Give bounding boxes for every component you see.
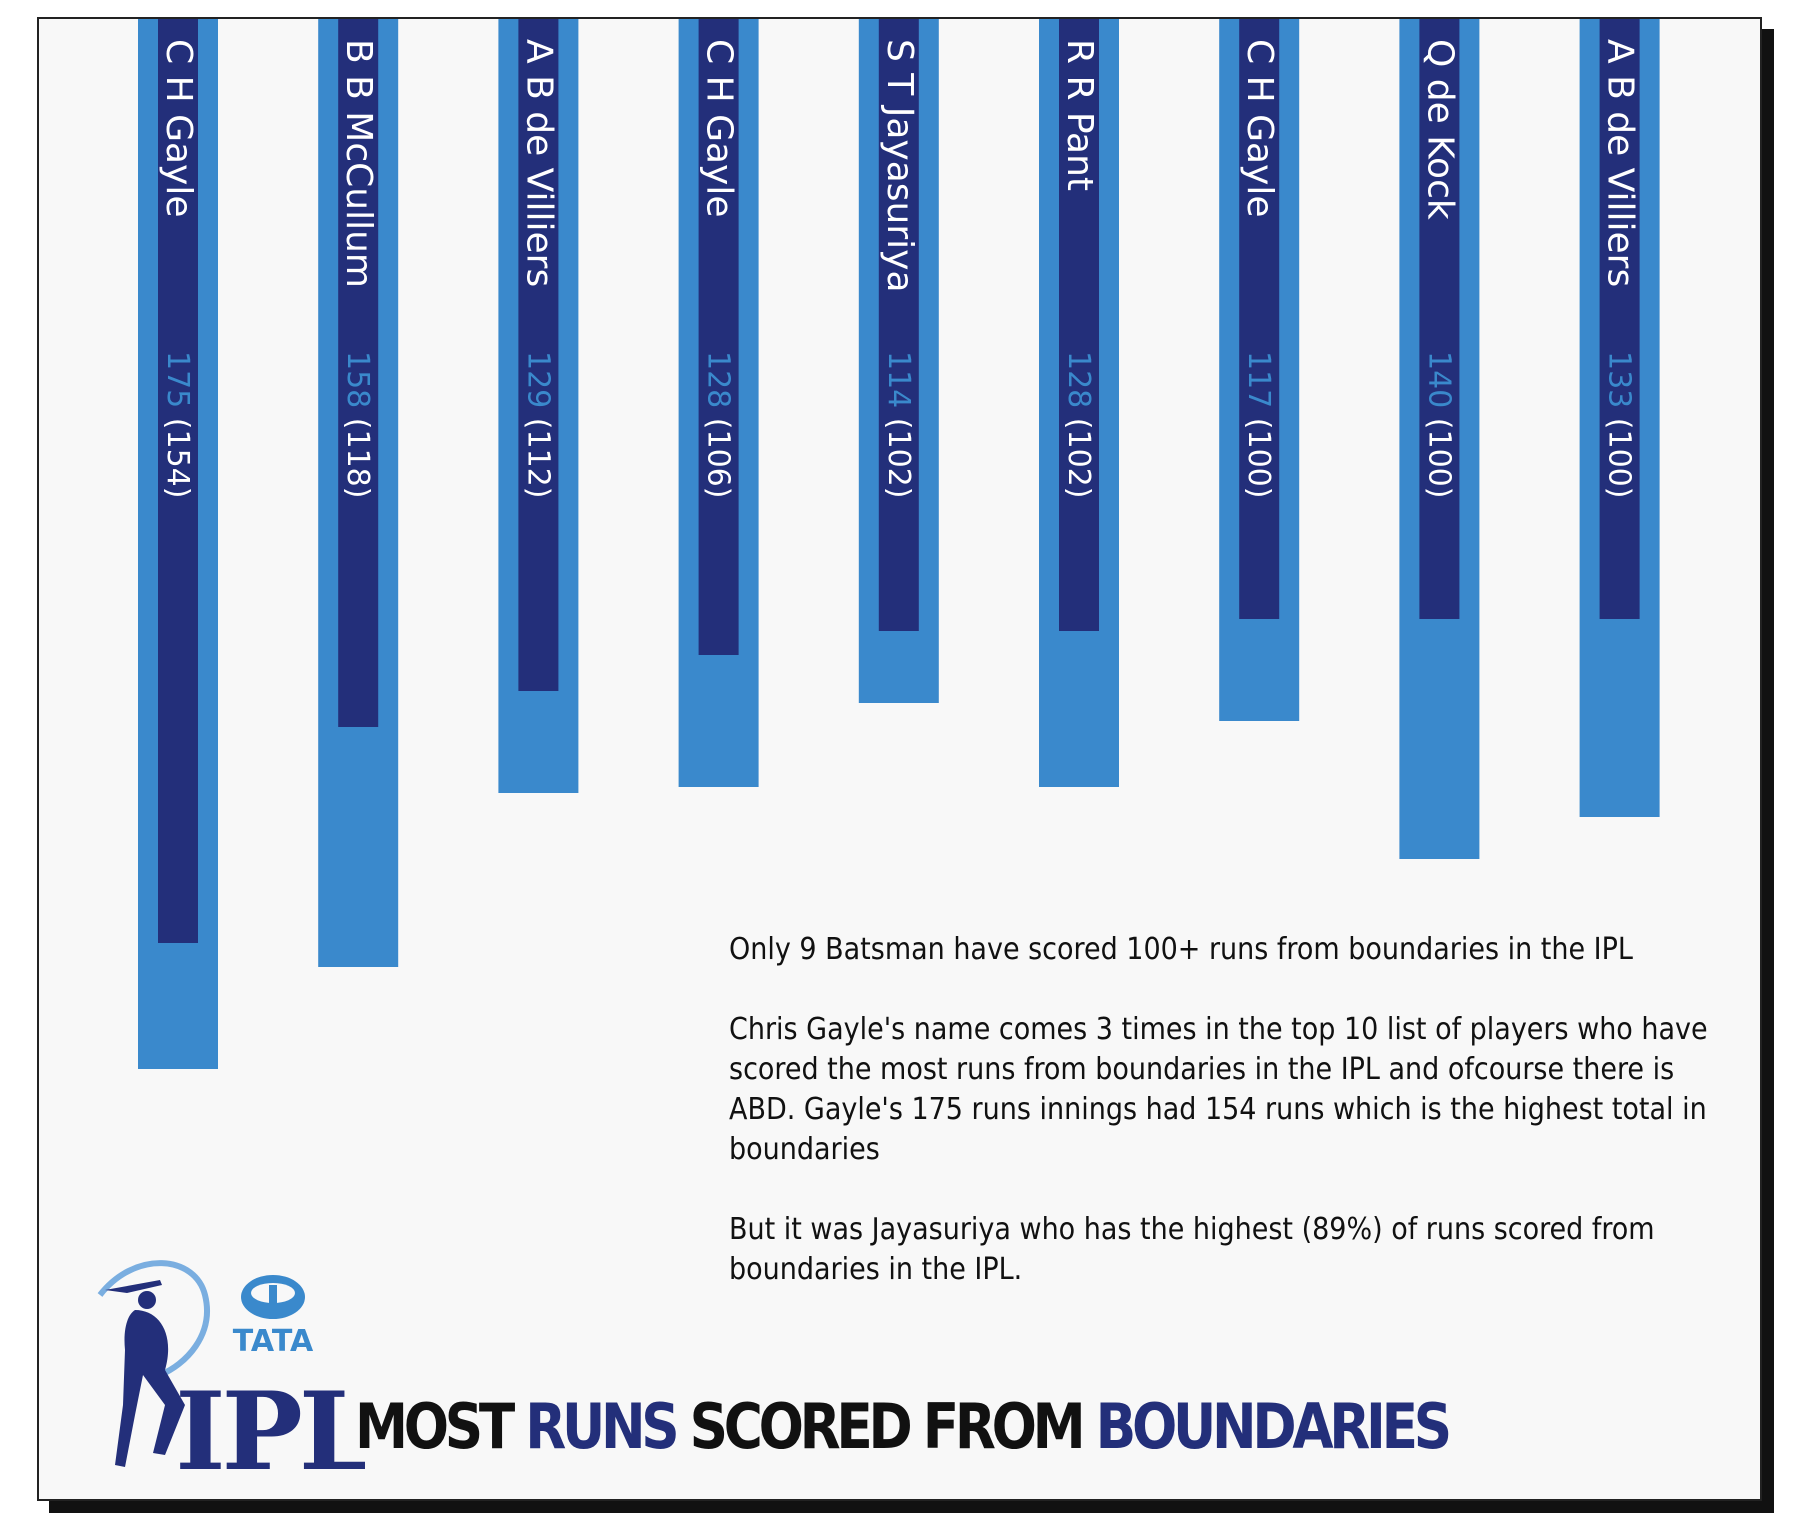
value-label: 175 (154)	[160, 351, 195, 498]
value-label: 128 (102)	[1061, 351, 1096, 498]
value-label-runs: 140	[1421, 351, 1456, 408]
bar-boundary-runs	[698, 19, 739, 655]
value-label-boundary: (100)	[1421, 408, 1456, 498]
tata-ipl-logo: TATA IPL	[97, 1260, 365, 1475]
value-label: 114 (102)	[881, 351, 916, 498]
logo-brand: TATA	[233, 1324, 314, 1359]
value-label-boundary: (112)	[520, 408, 555, 498]
bar-label: C H Gayle	[1239, 39, 1280, 218]
page-title: MOST RUNS SCORED FROM BOUNDARIES	[355, 1390, 1452, 1463]
bar-label: R R Pant	[1059, 39, 1100, 191]
value-label-runs: 129	[520, 351, 555, 408]
bar-label: Q de Kock	[1419, 39, 1460, 220]
value-label-runs: 128	[701, 351, 736, 408]
value-label-runs: 117	[1241, 351, 1276, 408]
bar-boundary-runs	[1599, 19, 1640, 619]
value-label-runs: 128	[1061, 351, 1096, 408]
note-2: Chris Gayle's name comes 3 times in the …	[729, 1012, 1708, 1167]
bar-label: C H Gayle	[158, 39, 199, 218]
bar-boundary-runs	[878, 19, 919, 631]
note-1: Only 9 Batsman have scored 100+ runs fro…	[729, 932, 1633, 967]
value-label-runs: 158	[340, 351, 375, 408]
bar-label: A B de Villiers	[1600, 39, 1641, 287]
notes-panel: Only 9 Batsman have scored 100+ runs fro…	[729, 930, 1729, 1330]
value-label-boundary: (118)	[340, 408, 375, 498]
value-label: 129 (112)	[520, 351, 555, 498]
value-label: 133 (100)	[1602, 351, 1637, 498]
bar-boundary-runs	[1419, 19, 1460, 619]
note-3: But it was Jayasuriya who has the highes…	[729, 1212, 1655, 1287]
value-label-boundary: (100)	[1602, 408, 1637, 498]
bar-label: S T Jayasuriya	[879, 39, 920, 293]
value-label-boundary: (106)	[701, 408, 736, 498]
logo-league: IPL	[175, 1369, 365, 1475]
bar-label: A B de Villiers	[518, 39, 559, 287]
bar-boundary-runs	[158, 19, 198, 943]
bar-boundary-runs	[1239, 19, 1280, 619]
title-part-3: SCORED FROM	[675, 1390, 1096, 1463]
title-part-1: MOST	[355, 1390, 526, 1463]
title-part-4: BOUNDARIES	[1095, 1390, 1452, 1463]
value-label: 128 (106)	[701, 351, 736, 498]
value-label-runs: 133	[1602, 351, 1637, 408]
value-label-boundary: (102)	[1061, 408, 1096, 498]
bar-boundary-runs	[338, 19, 379, 727]
value-label-boundary: (102)	[881, 408, 916, 498]
value-label: 117 (100)	[1241, 351, 1276, 498]
title-part-2: RUNS	[525, 1390, 679, 1463]
value-label-boundary: (100)	[1241, 408, 1276, 498]
bar-label: B B McCullum	[338, 39, 379, 288]
value-label-runs: 175	[160, 351, 195, 408]
value-label-boundary: (154)	[160, 408, 195, 498]
bar-label: C H Gayle	[699, 39, 740, 218]
bar-boundary-runs	[1059, 19, 1099, 631]
value-label: 158 (118)	[340, 351, 375, 498]
value-label: 140 (100)	[1421, 351, 1456, 498]
bar-boundary-runs	[518, 19, 559, 691]
value-label-runs: 114	[881, 351, 916, 408]
